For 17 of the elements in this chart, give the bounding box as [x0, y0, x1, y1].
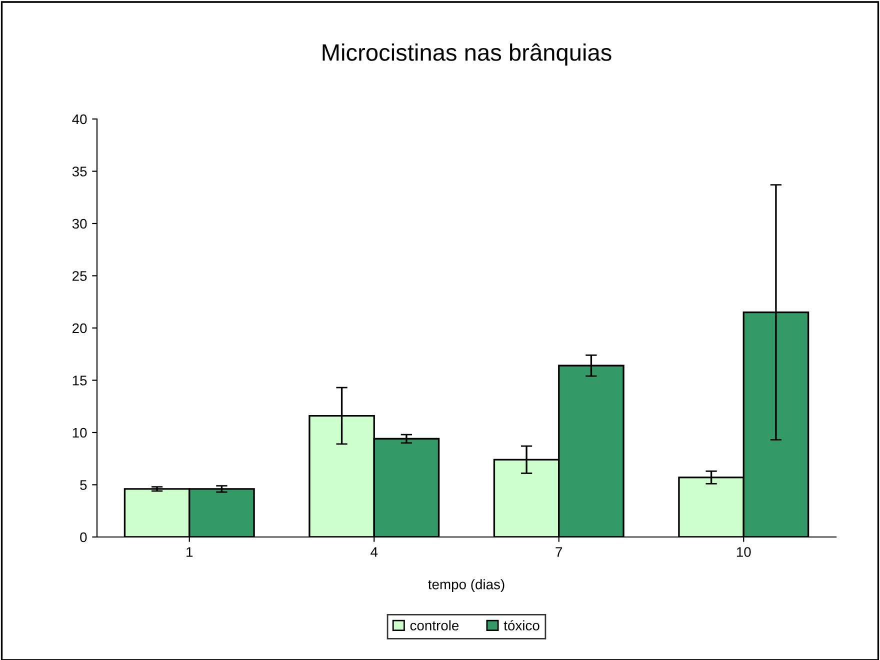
- x-tick-label: 4: [370, 547, 378, 557]
- y-tick-label: 25: [72, 271, 87, 281]
- x-tick-label: 10: [736, 547, 751, 557]
- y-tick-label: 20: [72, 323, 87, 334]
- x-axis-title: tempo (dias): [428, 579, 504, 592]
- y-tick-label: 5: [80, 480, 87, 490]
- chart-title: Microcistinas nas brânquias: [322, 43, 612, 66]
- legend-label: controle: [410, 620, 459, 630]
- x-tick-label: 7: [556, 547, 562, 557]
- legend-label: tóxico: [504, 620, 540, 630]
- x-tick-label: 1: [186, 547, 193, 557]
- y-tick-label: 10: [72, 428, 87, 438]
- y-tick-label: 40: [72, 114, 87, 124]
- y-tick-label: 15: [72, 376, 87, 386]
- y-tick-label: 30: [72, 218, 87, 229]
- y-tick-label: 35: [72, 166, 87, 176]
- y-tick-label: 0: [80, 532, 87, 542]
